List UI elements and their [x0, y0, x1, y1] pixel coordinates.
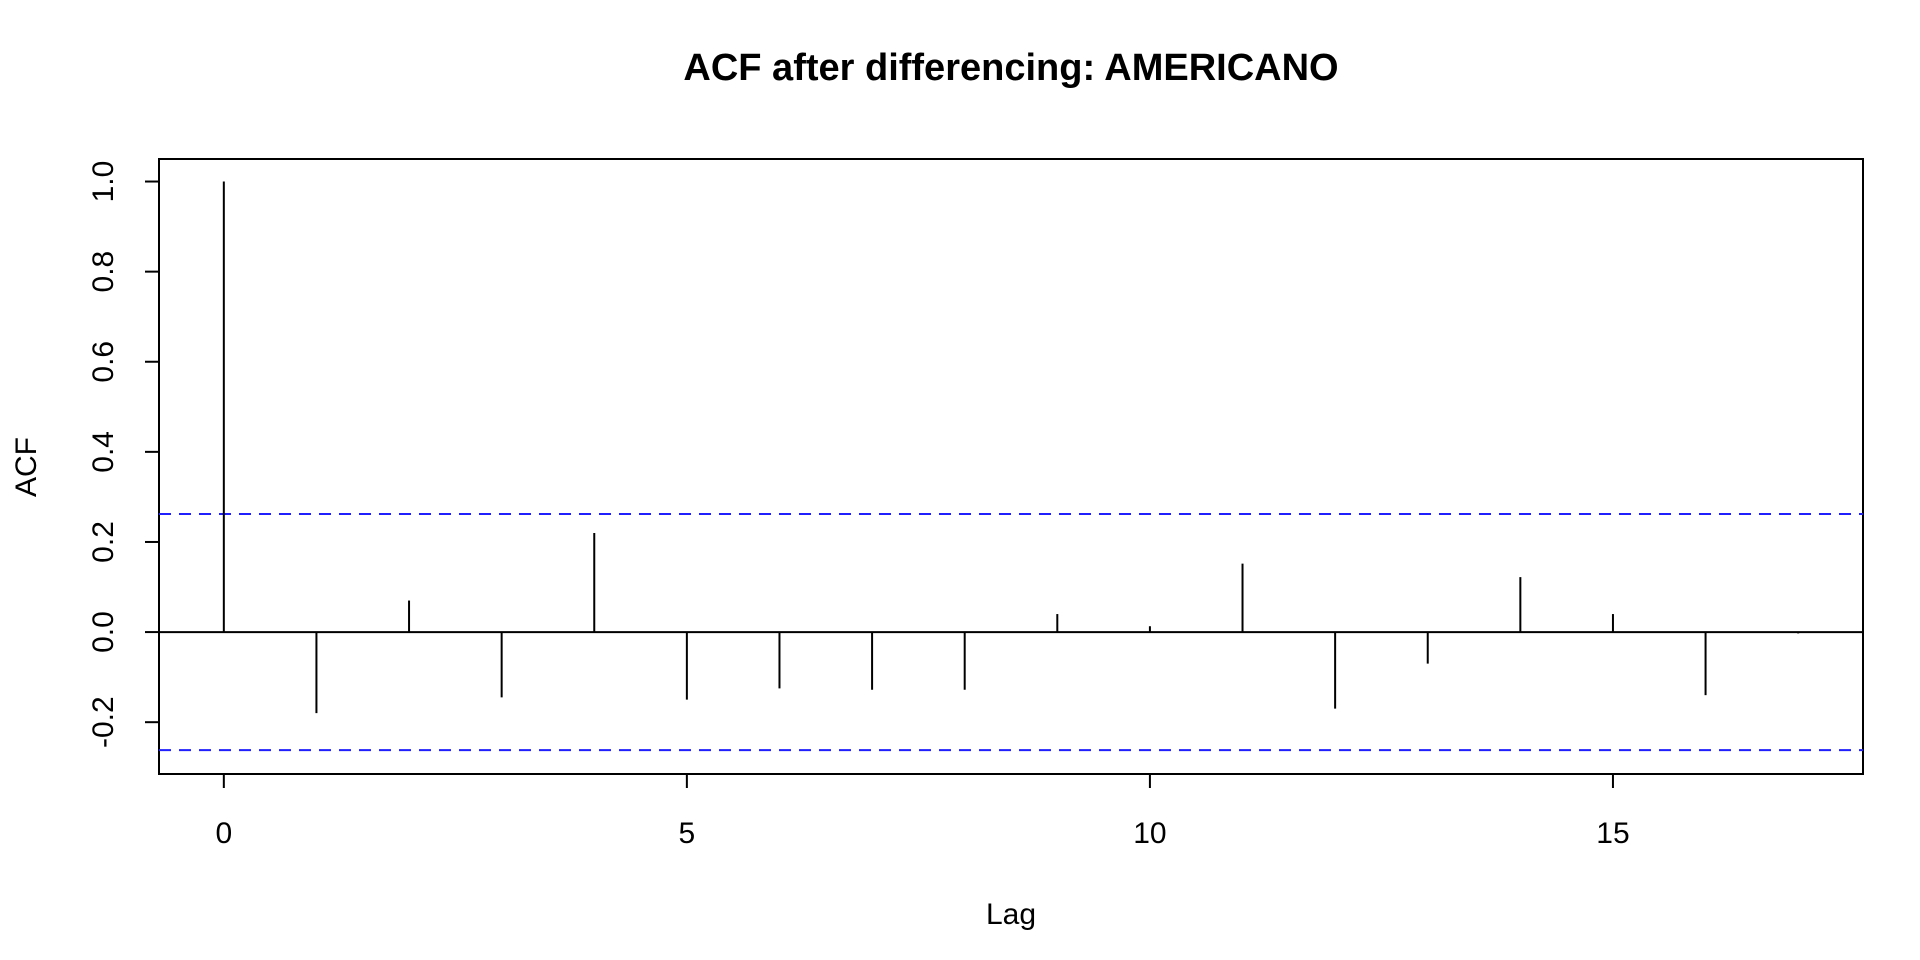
- x-tick-label: 15: [1596, 817, 1629, 850]
- y-tick-label: 0.0: [87, 611, 120, 653]
- x-axis: 0 5 10 15: [215, 774, 1630, 850]
- y-tick-label: 0.2: [87, 521, 120, 563]
- plot-frame: [158, 158, 1864, 775]
- y-tick-label: 0.4: [87, 431, 120, 473]
- x-tick-label: 5: [679, 817, 696, 850]
- y-tick-label: 1.0: [87, 161, 120, 203]
- acf-spikes: [222, 181, 1800, 714]
- y-axis: -0.2 0.0 0.2 0.4 0.6 0.8 1.0: [87, 161, 159, 748]
- x-axis-label: Lag: [986, 898, 1036, 931]
- y-tick-label: 0.8: [87, 251, 120, 293]
- y-tick-label: 0.6: [87, 341, 120, 383]
- y-tick-label: -0.2: [87, 696, 120, 748]
- x-tick-label: 10: [1133, 817, 1166, 850]
- confidence-bounds: [159, 513, 1863, 752]
- y-axis-label: ACF: [10, 437, 43, 497]
- x-tick-label: 0: [215, 817, 232, 850]
- chart-title: ACF after differencing: AMERICANO: [683, 47, 1338, 89]
